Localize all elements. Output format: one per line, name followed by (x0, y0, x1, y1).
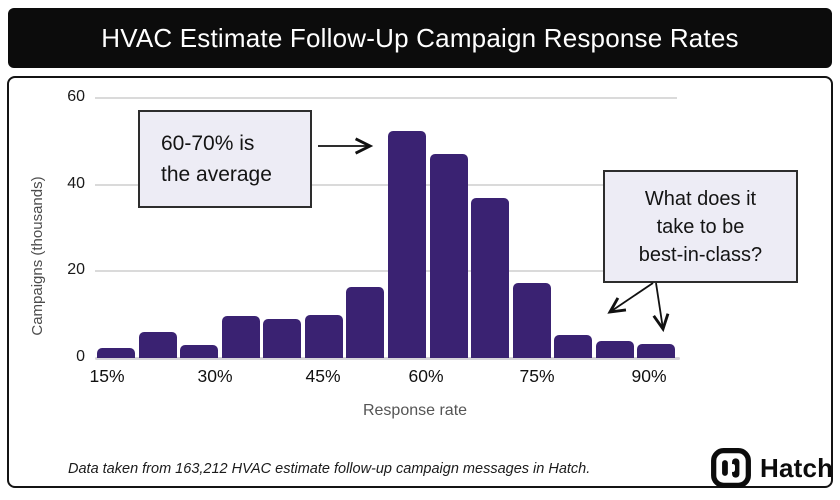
data-source-note: Data taken from 163,212 HVAC estimate fo… (68, 461, 591, 477)
bar-bin-69pct (471, 197, 510, 358)
callout-average-line2: the average (161, 163, 272, 186)
bar-bin-51pct (346, 286, 385, 358)
y-axis-title: Campaigns (thousands) (29, 176, 46, 336)
hatch-wordmark: Hatch (760, 452, 834, 483)
callout-best-line1: What does it (644, 187, 757, 210)
callout-best-line3: best-in-class? (638, 243, 763, 266)
x-axis-title: Response rate (362, 402, 468, 419)
hatch-logo: Hatch (710, 446, 833, 490)
x-tick-label-30pct: 30% (197, 366, 233, 386)
bar-bin-93pct (637, 344, 676, 358)
bar-bin-75pct (512, 283, 551, 358)
bar-bin-33pct (221, 315, 260, 358)
gridline-40 (95, 183, 677, 186)
y-tick-label-40: 40 (67, 174, 85, 192)
y-tick-label-60: 60 (67, 88, 85, 105)
gridline-20 (95, 270, 677, 273)
bar-bin-27pct (180, 345, 219, 358)
bar-bin-39pct (263, 319, 302, 358)
title-bar: HVAC Estimate Follow-Up Campaign Respons… (8, 8, 832, 68)
bar-bin-63pct (429, 154, 468, 358)
bar-bin-87pct (595, 341, 634, 358)
y-tick-label-20: 20 (67, 261, 85, 279)
x-tick-label-45pct: 45% (305, 366, 341, 386)
callout-best-line2: take to be (656, 215, 745, 238)
y-tick-label-0: 0 (76, 348, 85, 365)
x-tick-label-75pct: 75% (519, 366, 555, 386)
x-tick-label-15pct: 15% (89, 366, 125, 386)
callout-average-line1: 60-70% is (161, 132, 255, 155)
callout-best-in-class: What does it take to be best-in-class? (603, 170, 798, 283)
bar-bin-57pct (388, 130, 427, 358)
x-tick-label-90pct: 90% (631, 366, 667, 386)
hatch-logo-icon (711, 448, 751, 488)
x-axis-baseline (95, 357, 680, 360)
gridline-60 (95, 97, 677, 99)
page-title: HVAC Estimate Follow-Up Campaign Respons… (101, 22, 739, 53)
bar-bin-15pct (97, 348, 136, 358)
callout-average: 60-70% is the average (138, 110, 312, 208)
x-tick-label-60pct: 60% (408, 366, 444, 386)
bar-bin-81pct (554, 335, 593, 358)
bar-bin-21pct (138, 332, 177, 358)
bar-bin-45pct (304, 314, 343, 358)
